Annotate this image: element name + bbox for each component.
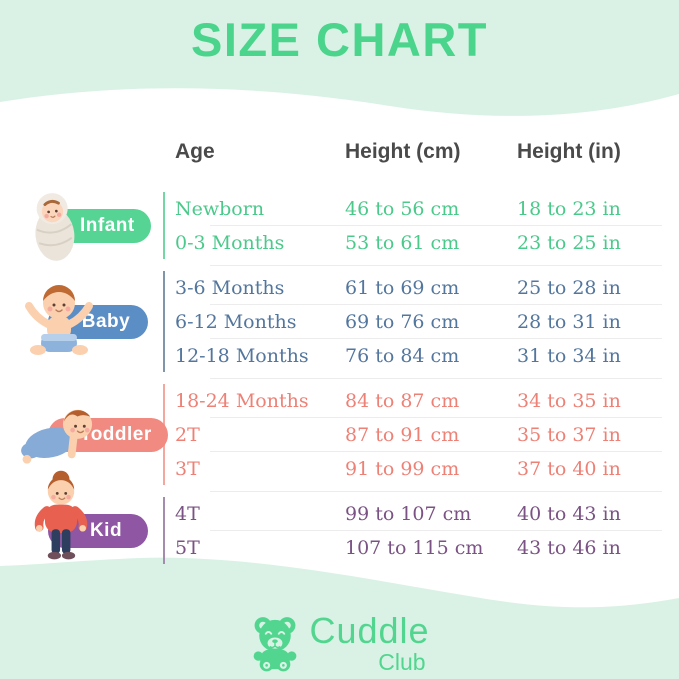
size-row: 3T 91 to 99 cm 37 to 40 in <box>175 452 662 485</box>
height-in-cell: 28 to 31 in <box>517 310 621 333</box>
page-title: SIZE CHART <box>191 13 488 66</box>
age-cell: 4T <box>175 502 200 525</box>
swaddled-infant-illustration <box>22 186 86 266</box>
size-group-kid: Kid 4T 99 to 107 cm 40 to 43 in 5T 107 to 115… <box>20 470 662 564</box>
row-divider <box>210 451 662 452</box>
size-table: Age Height (cm) Height (in) Infant Newbor… <box>20 140 662 564</box>
height-in-cell: 40 to 43 in <box>517 502 621 525</box>
age-cell: 12-18 Months <box>175 344 309 367</box>
size-row: 12-18 Months 76 to 84 cm 31 to 34 in <box>175 339 662 372</box>
size-row: Newborn 46 to 56 cm 18 to 23 in <box>175 192 662 225</box>
size-row: 3-6 Months 61 to 69 cm 25 to 28 in <box>175 271 662 304</box>
group-rows: 3-6 Months 61 to 69 cm 25 to 28 in 6-12 Mon… <box>163 271 662 372</box>
height-cm-cell: 61 to 69 cm <box>345 276 460 299</box>
height-cm-cell: 84 to 87 cm <box>345 389 460 412</box>
height-in-cell: 37 to 40 in <box>517 457 621 480</box>
group-label-block: Kid <box>20 470 163 564</box>
group-divider <box>210 378 662 379</box>
header-spacer <box>20 140 175 192</box>
row-divider <box>210 304 662 305</box>
table-header: Age Height (cm) Height (in) <box>20 140 662 192</box>
height-cm-cell: 53 to 61 cm <box>345 231 460 254</box>
group-rows: 4T 99 to 107 cm 40 to 43 in 5T 107 to 115 cm… <box>163 497 662 564</box>
row-divider <box>210 225 662 226</box>
size-row: 0-3 Months 53 to 61 cm 23 to 25 in <box>175 226 662 259</box>
height-in-cell: 31 to 34 in <box>517 344 621 367</box>
group-divider <box>210 265 662 266</box>
height-cm-cell: 91 to 99 cm <box>345 457 460 480</box>
height-cm-cell: 99 to 107 cm <box>345 502 472 525</box>
size-row: 5T 107 to 115 cm 43 to 46 in <box>175 531 662 564</box>
age-cell: 5T <box>175 536 200 559</box>
age-cell: 3-6 Months <box>175 276 285 299</box>
size-group-baby: Baby 3-6 Months 61 to 69 cm 25 to 28 in 6-12… <box>20 271 662 372</box>
sitting-baby-illustration <box>20 277 98 367</box>
age-cell: 2T <box>175 423 200 446</box>
standing-kid-illustration <box>28 468 94 564</box>
crawling-toddler-illustration <box>16 400 104 470</box>
group-rows: Newborn 46 to 56 cm 18 to 23 in 0-3 Months 5… <box>163 192 662 259</box>
size-group-toddler: Toddler 18-24 Months 84 to 87 cm 34 to 35 i… <box>20 384 662 485</box>
age-cell: 6-12 Months <box>175 310 297 333</box>
height-in-cell: 35 to 37 in <box>517 423 621 446</box>
group-label-block: Toddler <box>20 384 168 485</box>
table-groups: Infant Newborn 46 to 56 cm 18 to 23 in 0-3 M… <box>20 192 662 564</box>
height-cm-cell: 46 to 56 cm <box>345 197 460 220</box>
header-height-cm: Height (cm) <box>345 140 461 163</box>
size-row: 4T 99 to 107 cm 40 to 43 in <box>175 497 662 530</box>
height-in-cell: 25 to 28 in <box>517 276 621 299</box>
brand-name: Cuddle Club <box>309 610 430 675</box>
age-cell: 0-3 Months <box>175 231 285 254</box>
row-divider <box>210 417 662 418</box>
group-rows: 18-24 Months 84 to 87 cm 34 to 35 in 2T 87 t… <box>163 384 662 485</box>
brand-name-cuddle: Cuddle <box>309 610 430 651</box>
height-cm-cell: 69 to 76 cm <box>345 310 460 333</box>
group-label-block: Baby <box>20 271 163 372</box>
height-in-cell: 18 to 23 in <box>517 197 621 220</box>
size-row: 6-12 Months 69 to 76 cm 28 to 31 in <box>175 305 662 338</box>
height-cm-cell: 76 to 84 cm <box>345 344 460 367</box>
teddy-bear-icon <box>254 617 297 672</box>
age-cell: 3T <box>175 457 200 480</box>
group-label-block: Infant <box>20 192 163 261</box>
age-cell: 18-24 Months <box>175 389 309 412</box>
height-in-cell: 23 to 25 in <box>517 231 621 254</box>
header-age: Age <box>175 140 215 163</box>
size-row: 2T 87 to 91 cm 35 to 37 in <box>175 418 662 451</box>
age-cell: Newborn <box>175 197 265 220</box>
brand-logo: Cuddle Club <box>0 612 679 674</box>
size-row: 18-24 Months 84 to 87 cm 34 to 35 in <box>175 384 662 417</box>
height-in-cell: 43 to 46 in <box>517 536 621 559</box>
group-divider <box>210 491 662 492</box>
row-divider <box>210 338 662 339</box>
brand-name-club: Club <box>378 649 426 675</box>
height-in-cell: 34 to 35 in <box>517 389 621 412</box>
height-cm-cell: 107 to 115 cm <box>345 536 484 559</box>
height-cm-cell: 87 to 91 cm <box>345 423 460 446</box>
size-group-infant: Infant Newborn 46 to 56 cm 18 to 23 in 0-3 M… <box>20 192 662 261</box>
row-divider <box>210 530 662 531</box>
header-height-in: Height (in) <box>517 140 621 163</box>
